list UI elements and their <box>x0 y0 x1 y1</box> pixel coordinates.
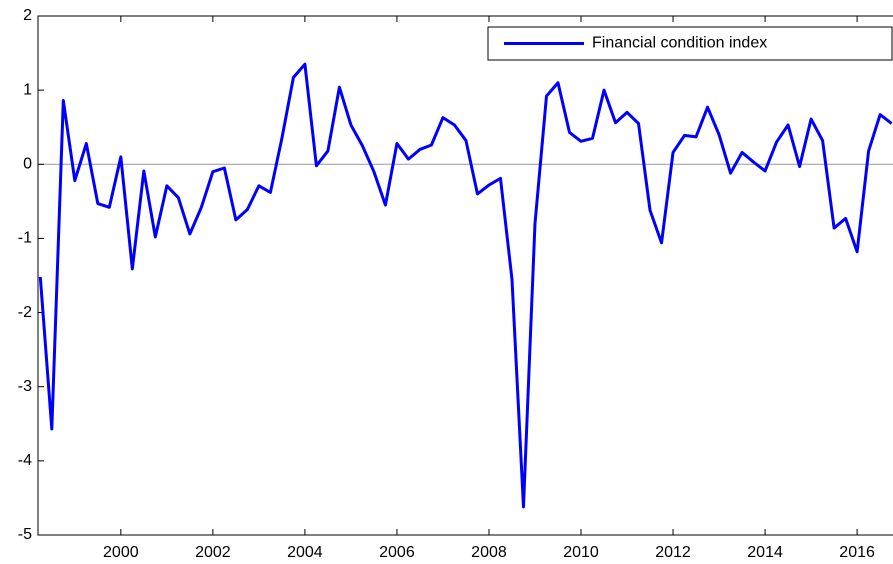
y-tick-label: 2 <box>23 7 32 24</box>
x-tick-label: 2004 <box>287 544 323 561</box>
y-tick-label: -3 <box>18 378 32 395</box>
x-tick-label: 2010 <box>563 544 599 561</box>
x-tick-label: 2012 <box>655 544 691 561</box>
data-line <box>38 62 893 509</box>
x-tick-label: 2008 <box>471 544 507 561</box>
x-tick-label: 2002 <box>195 544 231 561</box>
x-tick-label: 2006 <box>379 544 415 561</box>
y-tick-label: 1 <box>23 81 32 98</box>
x-tick-label: 2014 <box>747 544 783 561</box>
plot-area <box>37 15 893 536</box>
y-tick-label: -2 <box>18 304 32 321</box>
x-tick-label: 2016 <box>839 544 875 561</box>
legend-label: Financial condition index <box>592 35 767 52</box>
y-tick-label: -5 <box>18 526 32 543</box>
y-tick-label: -4 <box>18 452 32 469</box>
series-group <box>38 62 893 509</box>
y-tick-label: 0 <box>23 156 32 173</box>
x-tick-label: 2000 <box>103 544 139 561</box>
y-tick-label: -1 <box>18 230 32 247</box>
